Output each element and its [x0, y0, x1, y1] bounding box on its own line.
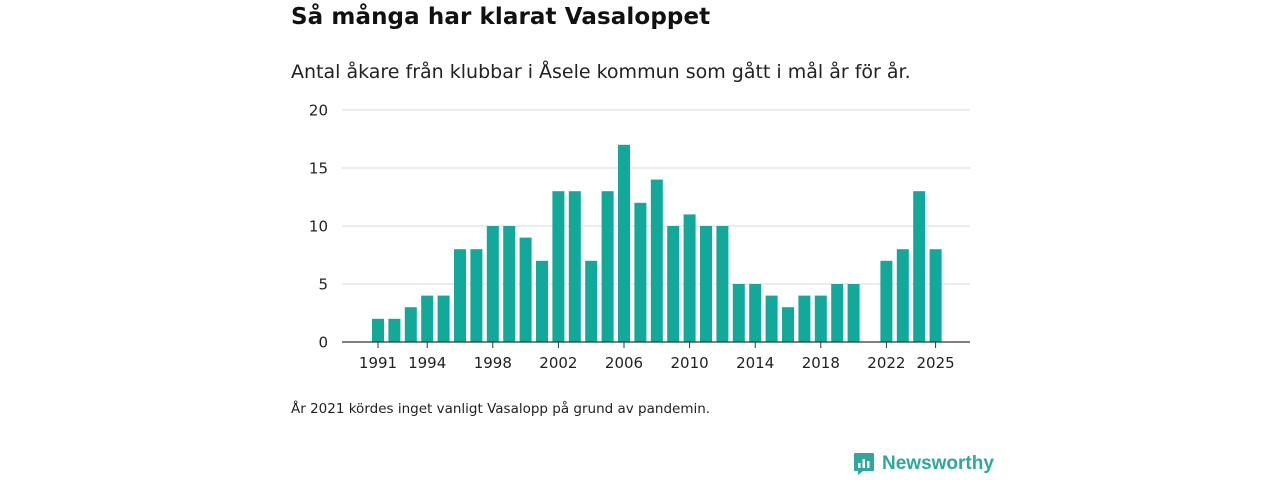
- x-tick-label: 2002: [539, 354, 577, 372]
- x-tick-label: 2025: [917, 354, 955, 372]
- x-tick-label: 2018: [802, 354, 840, 372]
- bar-1996: [454, 249, 466, 342]
- bar-2012: [716, 226, 729, 342]
- x-tick-label: 2022: [867, 354, 905, 372]
- bar-2000: [519, 237, 532, 342]
- bar-2022: [880, 260, 893, 342]
- x-tick-label: 2014: [736, 354, 774, 372]
- bar-1995: [437, 295, 450, 342]
- chart-title: Så många har klarat Vasaloppet: [291, 4, 711, 30]
- bar-2016: [782, 307, 794, 342]
- bar-2009: [667, 226, 680, 342]
- bar-2014: [749, 284, 762, 342]
- bar-1994: [421, 295, 434, 342]
- bar-1999: [503, 226, 516, 342]
- y-tick-label: 15: [309, 160, 328, 178]
- y-tick-label: 10: [309, 218, 328, 236]
- bar-2018: [814, 295, 827, 342]
- bar-2004: [585, 260, 598, 342]
- bar-1991: [372, 318, 384, 342]
- y-tick-label: 0: [318, 334, 328, 352]
- bar-2007: [634, 202, 647, 342]
- y-axis: 0 5 10 15 20: [309, 102, 328, 352]
- x-tick-label: 2010: [671, 354, 709, 372]
- y-tick-label: 5: [318, 276, 328, 294]
- x-tick-label: 1994: [408, 354, 446, 372]
- bar-2008: [650, 179, 663, 342]
- bar-2001: [536, 260, 548, 342]
- bar-2020: [847, 284, 860, 342]
- bar-2017: [798, 295, 811, 342]
- x-axis: 1991 1994 1998 2002 2006 2010 2014 2018 2022 2025: [342, 341, 970, 372]
- bar-2011: [700, 226, 712, 342]
- brand-logo: Newsworthy: [853, 452, 994, 476]
- bars: [372, 144, 942, 342]
- bar-2010: [683, 214, 696, 342]
- bar-2003: [568, 191, 581, 342]
- x-tick-label: 1991: [359, 354, 397, 372]
- bar-2006: [618, 144, 630, 342]
- bar-1997: [470, 249, 483, 342]
- bar-2025: [929, 249, 942, 342]
- bar-2023: [896, 249, 909, 342]
- bar-2005: [601, 191, 614, 342]
- bar-2019: [831, 284, 844, 342]
- x-tick-label: 1998: [474, 354, 512, 372]
- bar-1998: [486, 226, 499, 342]
- bar-2013: [732, 284, 745, 342]
- footnote: År 2021 kördes inget vanligt Vasalopp på…: [291, 401, 711, 417]
- bar-2002: [552, 191, 565, 342]
- bar-chart: 1991 1994 1998 2002 2006 2010 2014 2018 2022 2025…: [309, 102, 970, 372]
- bar-2015: [765, 295, 778, 342]
- newsworthy-logo-icon: [854, 453, 874, 475]
- bar-1993: [404, 307, 417, 342]
- bar-2024: [913, 191, 926, 342]
- bar-1992: [388, 318, 401, 342]
- brand-name: Newsworthy: [882, 453, 994, 474]
- x-tick-label: 2006: [605, 354, 643, 372]
- chart-subtitle: Antal åkare från klubbar i Åsele kommun …: [291, 61, 911, 83]
- y-tick-label: 20: [309, 102, 328, 120]
